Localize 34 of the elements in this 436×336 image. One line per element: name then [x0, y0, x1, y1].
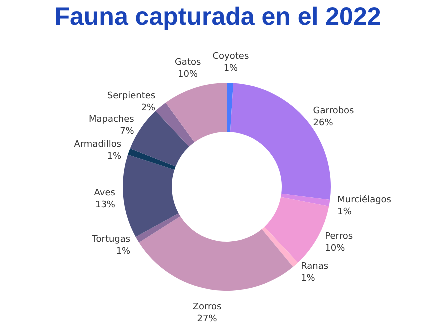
data-label: 2%	[141, 104, 156, 114]
data-label: 1%	[224, 64, 239, 74]
slice-label: Zorros	[192, 302, 222, 312]
slice-label: Aves	[94, 188, 116, 199]
donut-slice	[227, 83, 234, 132]
data-label: 10%	[178, 70, 199, 80]
data-label: 1%	[301, 274, 316, 284]
donut-slice	[166, 83, 227, 143]
slice-label: Serpientes	[107, 92, 156, 102]
data-label: 7%	[120, 127, 135, 138]
donut-slice	[156, 102, 195, 147]
donut-slice	[136, 213, 181, 243]
slice-label: Mapaches	[88, 115, 135, 126]
slice-label: Gatos	[174, 58, 202, 68]
data-label: 27%	[197, 314, 218, 324]
data-label: 1%	[338, 208, 352, 218]
data-label: 13%	[95, 200, 116, 211]
slice-label: Garrobos	[313, 106, 355, 117]
donut-slice	[281, 194, 330, 206]
slice-label: Perros	[325, 232, 354, 242]
donut-slice	[123, 154, 179, 238]
slice-label: Murciélagos	[338, 194, 392, 206]
slice-label: Ranas	[301, 262, 329, 272]
donut-slice	[262, 227, 298, 268]
slice-label: Coyotes	[212, 52, 250, 62]
donut-slice	[128, 148, 176, 170]
chart-title: Fauna capturada en el 2022	[54, 2, 382, 33]
data-label: 10%	[325, 244, 346, 254]
data-label: 26%	[313, 118, 334, 129]
data-label: 1%	[107, 152, 122, 162]
data-label: 1%	[116, 247, 132, 258]
slice-label: Tortugas	[91, 235, 131, 246]
slice-label: Armadillos	[74, 140, 122, 150]
donut-slice	[139, 216, 294, 291]
